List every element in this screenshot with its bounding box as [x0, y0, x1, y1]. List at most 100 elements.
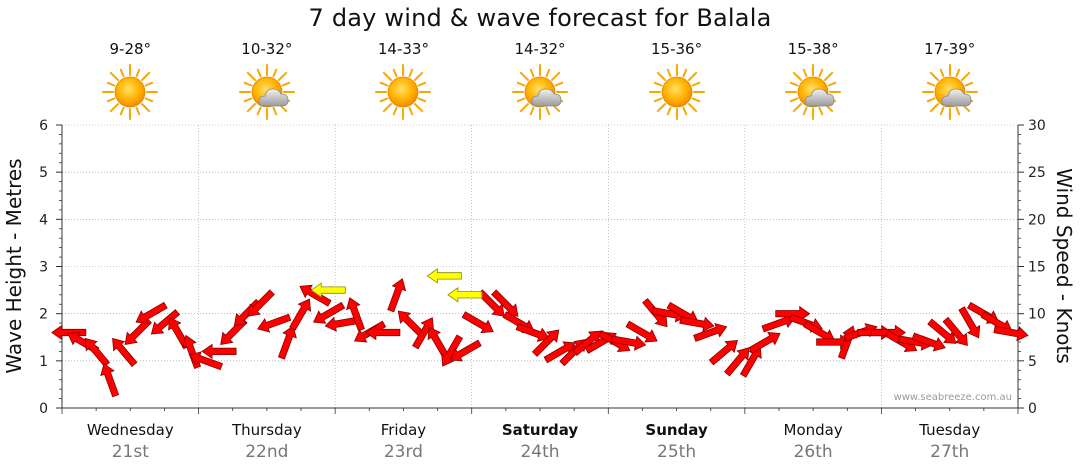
day-date: 21st [111, 442, 149, 462]
y-left-tick-label: 3 [39, 260, 48, 276]
day-name: Wednesday [86, 421, 174, 439]
temperature-range: 17-39° [924, 40, 976, 58]
x-tick-label-wednesday: Wednesday 21st [70, 421, 190, 462]
y-left-tick-label: 6 [39, 118, 48, 134]
y-right-tick-label: 10 [1028, 307, 1046, 323]
y-axis-right-label: Wind Speed - Knots [1052, 168, 1076, 364]
wind-arrow [679, 316, 715, 332]
wind-arrow [775, 305, 811, 322]
y-right-tick-label: 30 [1028, 118, 1046, 134]
y-right-tick-label: 15 [1028, 260, 1046, 276]
wind-arrow [100, 363, 120, 398]
wind-arrow [724, 347, 750, 377]
wind-arrow [220, 317, 248, 346]
wind-arrow [201, 343, 237, 360]
y-right-tick-label: 20 [1028, 212, 1046, 228]
x-tick-label-tuesday: Tuesday 27th [890, 421, 1010, 462]
wind-arrow [412, 317, 434, 350]
day-date: 23rd [383, 442, 423, 462]
wind-arrow [387, 278, 407, 313]
y-left-tick-label: 4 [39, 212, 48, 228]
sun-icon [338, 64, 468, 120]
day-name: Monday [783, 421, 843, 439]
temperature-range: 15-36° [651, 40, 703, 58]
gust-arrow [310, 282, 346, 298]
wind-arrow [942, 316, 968, 347]
day-forecast-sunday: 15-36° [612, 40, 742, 120]
gust-arrow [447, 287, 483, 303]
x-tick-label-saturday: Saturday 24th [480, 421, 600, 462]
wind-arrow [299, 284, 332, 307]
wind-arrow [427, 326, 450, 359]
temperature-range: 14-33° [377, 40, 429, 58]
day-date: 22nd [245, 442, 289, 462]
y-right-tick-label: 25 [1028, 165, 1046, 181]
day-name: Sunday [645, 421, 708, 439]
wind-arrow [993, 325, 1029, 342]
temperature-range: 10-32° [241, 40, 293, 58]
sun-cloud-icon [475, 64, 605, 120]
y-left-tick-label: 5 [39, 165, 48, 181]
wind-arrow [277, 325, 297, 360]
x-tick-label-sunday: Sunday 25th [617, 421, 737, 462]
y-axis-left-label: Wave Height - Metres [2, 158, 26, 374]
wind-arrow [112, 337, 138, 368]
wind-arrow [927, 318, 957, 344]
wind-arrow [611, 335, 647, 351]
watermark-text: www.seabreeze.com.au [894, 392, 1012, 403]
wind-arrow [515, 323, 550, 343]
sun-cloud-icon [748, 64, 878, 120]
day-date: 26th [793, 442, 833, 462]
day-forecast-wednesday: 9-28° [65, 40, 195, 120]
wind-arrow [625, 320, 658, 343]
y-right-tick-label: 5 [1028, 354, 1037, 370]
wind-arrow [531, 329, 560, 357]
chart-title: 7 day wind & wave forecast for Balala [308, 4, 772, 32]
wind-arrow [247, 289, 275, 317]
wind-arrow [346, 297, 365, 332]
y-left-tick-label: 1 [39, 354, 48, 370]
day-forecast-saturday: 14-32° [475, 40, 605, 120]
sun-cloud-icon [885, 64, 1015, 120]
wind-arrow [84, 337, 111, 368]
wind-arrow [748, 331, 781, 354]
sun-icon [65, 64, 195, 120]
day-forecast-tuesday: 17-39° [885, 40, 1015, 120]
wind-arrow [708, 340, 738, 366]
wind-arrow [135, 301, 168, 324]
day-name: Friday [380, 421, 427, 439]
wind-arrow [911, 332, 946, 352]
gust-arrow [426, 268, 462, 284]
x-tick-label-friday: Friday 23rd [343, 421, 463, 462]
day-date: 25th [657, 442, 697, 462]
day-name: Saturday [501, 421, 579, 439]
wind-arrow [150, 309, 181, 335]
y-left-tick-label: 2 [39, 307, 48, 323]
temperature-range: 14-32° [514, 40, 566, 58]
y-right-tick-label: 0 [1028, 401, 1037, 417]
x-tick-label-monday: Monday 26th [753, 421, 873, 462]
wind-arrow [188, 351, 223, 371]
sun-cloud-icon [202, 64, 332, 120]
day-name: Tuesday [919, 421, 981, 439]
wind-arrow [289, 298, 312, 331]
day-forecast-monday: 15-38° [748, 40, 878, 120]
wind-arrow [958, 306, 981, 339]
day-date: 24th [520, 442, 560, 462]
day-forecast-friday: 14-33° [338, 40, 468, 120]
day-name: Thursday [231, 421, 302, 439]
x-tick-label-thursday: Thursday 22nd [207, 421, 327, 462]
temperature-range: 15-38° [787, 40, 839, 58]
wind-arrow [257, 313, 292, 333]
wind-arrow [312, 301, 346, 324]
temperature-range: 9-28° [109, 40, 152, 58]
day-forecast-thursday: 10-32° [202, 40, 332, 120]
day-date: 27th [930, 442, 970, 462]
wind-arrow [449, 339, 482, 362]
wind-arrow [51, 324, 87, 341]
wind-arrow [365, 324, 401, 341]
y-left-tick-label: 0 [39, 401, 48, 417]
wind-arrow [461, 311, 494, 334]
sun-icon [612, 64, 742, 120]
